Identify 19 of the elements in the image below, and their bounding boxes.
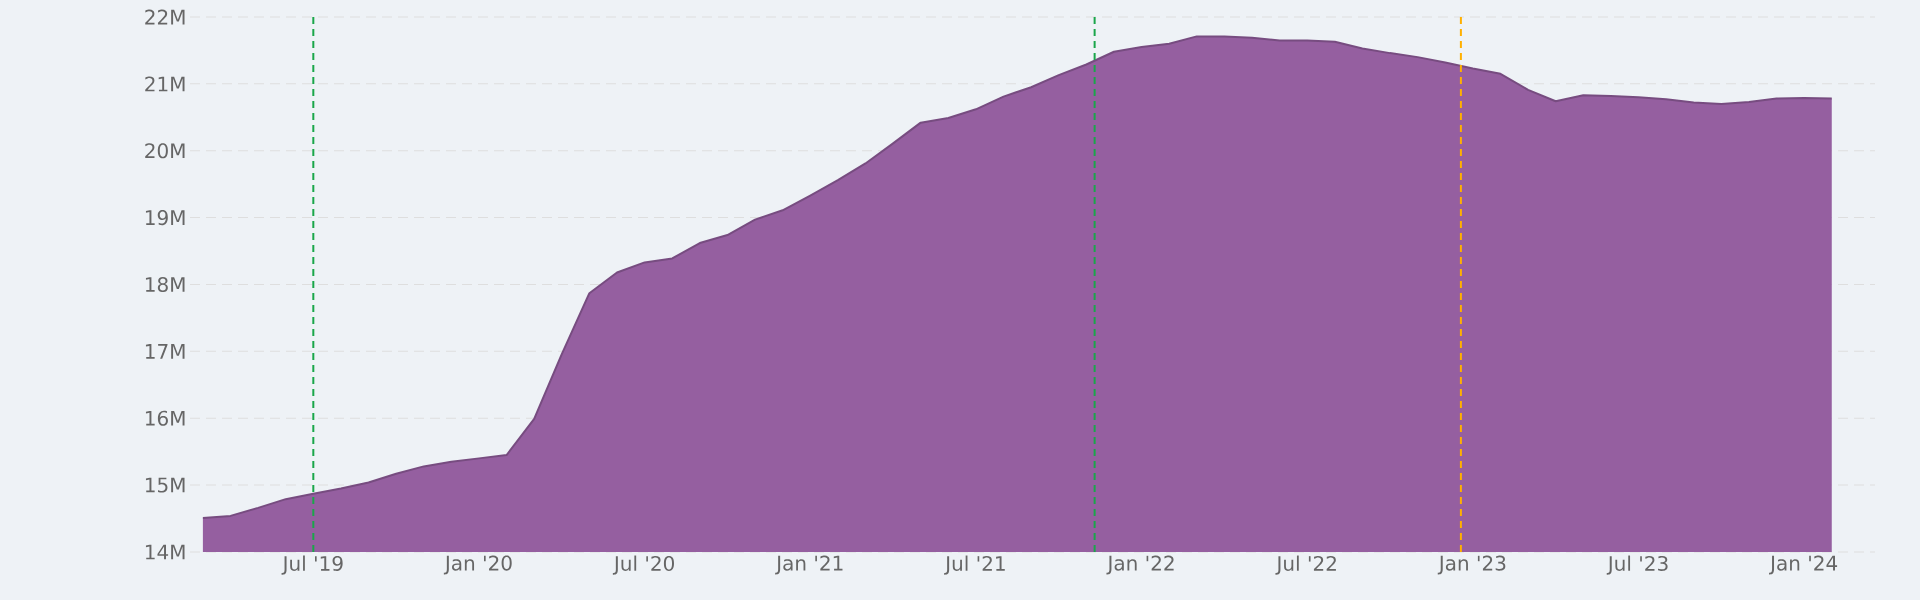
x-tick-label: Jan '24 (1769, 555, 1838, 575)
x-tick-label: Jan '22 (1106, 555, 1174, 575)
y-tick-label: 15M (145, 477, 185, 493)
x-tick-label: Jul '23 (1606, 555, 1668, 575)
x-tick-label: Jul '21 (944, 555, 1005, 575)
x-tick-label: Jan '21 (775, 555, 843, 575)
x-tick-label: Jul '20 (612, 555, 674, 575)
x-tick-label: Jul '19 (281, 555, 343, 575)
x-tick-label: Jan '23 (1437, 555, 1506, 575)
y-tick-label: 21M (145, 76, 185, 92)
y-tick-label: 19M (145, 210, 185, 226)
x-tick-label: Jul '22 (1275, 555, 1336, 575)
y-tick-label: 17M (145, 344, 185, 359)
y-tick-label: 20M (145, 143, 185, 159)
x-tick-label: Jan '20 (443, 555, 512, 575)
y-tick-label: 22M (145, 9, 185, 25)
y-tick-label: 16M (145, 410, 185, 426)
y-tick-label: 14M (145, 544, 185, 560)
y-tick-label: 18M (145, 276, 185, 293)
